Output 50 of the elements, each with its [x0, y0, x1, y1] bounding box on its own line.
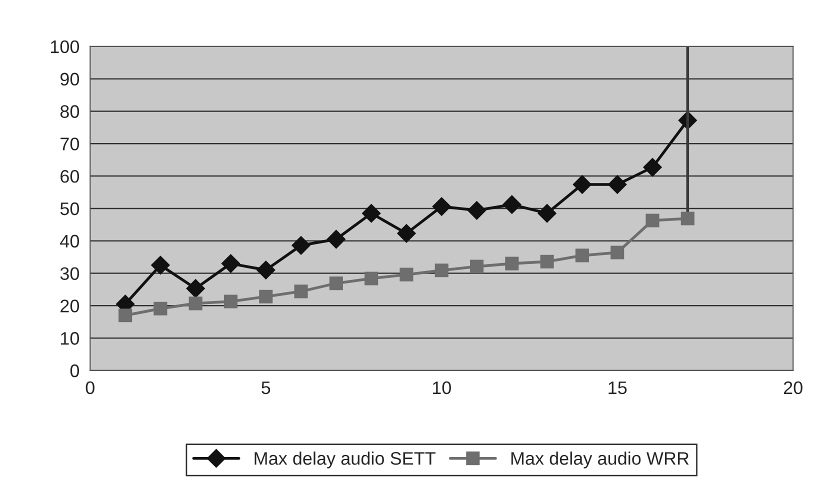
point: [256, 260, 276, 280]
legend-label: Max delay audio SETT: [254, 452, 436, 468]
point: [432, 197, 451, 216]
x-tick-label: 10: [432, 381, 451, 394]
y-tick-label: 0: [70, 364, 80, 378]
point: [646, 214, 660, 228]
y-tick-label: 40: [60, 234, 80, 248]
point: [572, 175, 592, 194]
point: [400, 268, 414, 282]
point: [680, 212, 694, 226]
y-tick-label: 100: [50, 40, 80, 54]
point: [259, 290, 273, 304]
legend-label: Max delay audio WRR: [511, 452, 689, 468]
point: [502, 195, 522, 214]
point: [224, 294, 238, 308]
point: [364, 272, 378, 286]
x-tick-label: 15: [608, 382, 627, 394]
point: [188, 296, 202, 310]
point: [434, 264, 448, 278]
x-tick-label: 20: [784, 381, 802, 394]
y-tick-label: 50: [60, 202, 80, 216]
point: [575, 248, 589, 262]
point: [362, 204, 381, 223]
point: [608, 175, 627, 194]
point: [470, 260, 484, 274]
y-tick-label: 90: [60, 72, 80, 86]
y-tick-label: 70: [60, 138, 80, 150]
point: [118, 308, 132, 322]
y-tick-label: 60: [60, 170, 80, 183]
point: [326, 230, 346, 249]
point: [505, 256, 519, 270]
point: [186, 279, 205, 298]
point: [397, 224, 416, 243]
point: [610, 246, 624, 260]
y-tick-label: 20: [60, 300, 80, 312]
x-tick-label: 0: [86, 381, 94, 394]
point: [540, 254, 554, 268]
point: [154, 302, 168, 316]
point: [643, 158, 662, 177]
point: [151, 256, 170, 275]
y-tick-label: 80: [60, 105, 80, 118]
point: [467, 201, 486, 220]
point: [294, 284, 308, 298]
y-tick-label: 30: [60, 267, 80, 280]
y-tick-label: 10: [61, 332, 80, 345]
point: [292, 236, 310, 255]
point: [538, 204, 556, 223]
x-tick-label: 5: [262, 382, 270, 394]
point: [329, 276, 343, 290]
point: [221, 254, 240, 273]
